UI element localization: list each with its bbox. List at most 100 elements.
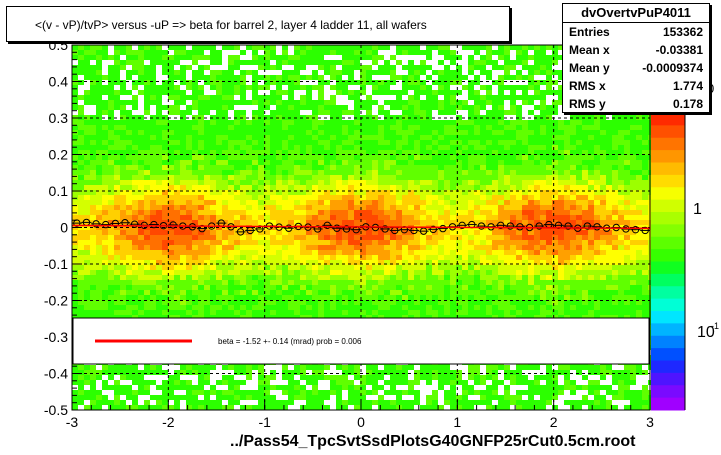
- heatmap-cell: [612, 285, 618, 290]
- heatmap-cell: [96, 165, 102, 170]
- heatmap-cell: [408, 125, 414, 130]
- heatmap-cell: [150, 70, 156, 75]
- heatmap-cell: [222, 140, 228, 145]
- heatmap-cell: [318, 285, 324, 290]
- heatmap-cell: [522, 165, 528, 170]
- heatmap-cell: [438, 45, 444, 50]
- heatmap-cell: [264, 310, 270, 315]
- heatmap-cell: [372, 125, 378, 130]
- heatmap-cell: [402, 235, 408, 240]
- heatmap-cell: [120, 60, 126, 65]
- heatmap-cell: [600, 280, 606, 285]
- heatmap-cell: [396, 185, 402, 190]
- heatmap-cell: [384, 160, 390, 165]
- heatmap-cell: [630, 300, 636, 305]
- heatmap-cell: [444, 260, 450, 265]
- heatmap-cell: [636, 220, 642, 225]
- heatmap-cell: [264, 170, 270, 175]
- heatmap-cell: [282, 110, 288, 115]
- heatmap-cell: [426, 165, 432, 170]
- heatmap-cell: [420, 255, 426, 260]
- heatmap-cell: [438, 295, 444, 300]
- heatmap-cell: [270, 55, 276, 60]
- heatmap-cell: [618, 145, 624, 150]
- heatmap-cell: [324, 175, 330, 180]
- heatmap-cell: [396, 75, 402, 80]
- heatmap-cell: [234, 310, 240, 315]
- heatmap-cell: [552, 290, 558, 295]
- heatmap-cell: [504, 165, 510, 170]
- heatmap-cell: [534, 150, 540, 155]
- heatmap-cell: [150, 50, 156, 55]
- heatmap-cell: [378, 90, 384, 95]
- heatmap-cell: [528, 170, 534, 175]
- heatmap-cell: [414, 100, 420, 105]
- heatmap-cell: [522, 150, 528, 155]
- heatmap-cell: [384, 265, 390, 270]
- heatmap-cell: [78, 105, 84, 110]
- heatmap-cell: [120, 80, 126, 85]
- heatmap-cell: [186, 140, 192, 145]
- heatmap-cell: [480, 260, 486, 265]
- heatmap-cell: [114, 140, 120, 145]
- heatmap-cell: [636, 245, 642, 250]
- heatmap-cell: [330, 240, 336, 245]
- heatmap-cell: [612, 310, 618, 315]
- heatmap-cell: [210, 210, 216, 215]
- heatmap-cell: [192, 275, 198, 280]
- heatmap-cell: [360, 50, 366, 55]
- heatmap-cell: [192, 245, 198, 250]
- heatmap-cell: [204, 310, 210, 315]
- heatmap-cell: [402, 300, 408, 305]
- heatmap-cell: [174, 205, 180, 210]
- heatmap-cell: [138, 200, 144, 205]
- heatmap-cell: [96, 155, 102, 160]
- heatmap-cell: [312, 230, 318, 235]
- heatmap-cell: [108, 230, 114, 235]
- heatmap-cell: [378, 255, 384, 260]
- heatmap-cell: [306, 50, 312, 55]
- heatmap-cell: [492, 80, 498, 85]
- heatmap-cell: [402, 100, 408, 105]
- heatmap-cell: [420, 120, 426, 125]
- heatmap-cell: [264, 235, 270, 240]
- heatmap-cell: [528, 175, 534, 180]
- heatmap-cell: [306, 135, 312, 140]
- heatmap-cell: [300, 300, 306, 305]
- heatmap-cell: [456, 70, 462, 75]
- heatmap-cell: [114, 165, 120, 170]
- heatmap-cell: [606, 300, 612, 305]
- heatmap-cell: [174, 110, 180, 115]
- heatmap-cell: [462, 160, 468, 165]
- heatmap-cell: [378, 290, 384, 295]
- heatmap-cell: [144, 170, 150, 175]
- heatmap-cell: [282, 260, 288, 265]
- heatmap-cell: [408, 280, 414, 285]
- heatmap-cell: [378, 270, 384, 275]
- heatmap-cell: [540, 65, 546, 70]
- heatmap-cell: [456, 155, 462, 160]
- heatmap-cell: [636, 145, 642, 150]
- heatmap-cell: [210, 230, 216, 235]
- heatmap-cell: [342, 280, 348, 285]
- heatmap-cell: [522, 195, 528, 200]
- heatmap-cell: [234, 295, 240, 300]
- heatmap-cell: [378, 135, 384, 140]
- heatmap-cell: [282, 100, 288, 105]
- heatmap-cell: [252, 45, 258, 50]
- heatmap-cell: [174, 155, 180, 160]
- heatmap-cell: [234, 285, 240, 290]
- heatmap-cell: [270, 215, 276, 220]
- heatmap-cell: [456, 295, 462, 300]
- heatmap-cell: [414, 175, 420, 180]
- heatmap-cell: [252, 80, 258, 85]
- heatmap-cell: [426, 285, 432, 290]
- heatmap-cell: [396, 230, 402, 235]
- heatmap-cell: [606, 125, 612, 130]
- heatmap-cell: [504, 245, 510, 250]
- heatmap-cell: [162, 215, 168, 220]
- heatmap-cell: [156, 170, 162, 175]
- heatmap-cell: [330, 280, 336, 285]
- heatmap-cell: [414, 295, 420, 300]
- heatmap-cell: [444, 190, 450, 195]
